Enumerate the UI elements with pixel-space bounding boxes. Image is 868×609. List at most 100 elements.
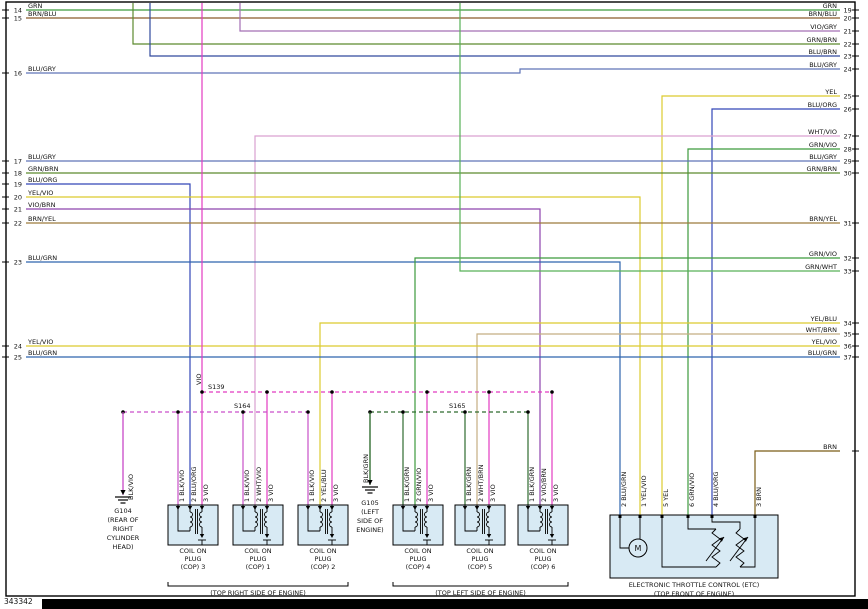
junction-dot <box>200 390 204 394</box>
coil-pin-label: 3 VIO <box>332 484 340 502</box>
wire-color-label: BLU/GRN <box>28 254 57 262</box>
wire-color-label: GRN/VIO <box>809 250 837 258</box>
coil-pin-label: 3 VIO <box>202 484 210 502</box>
wire-color-label: GRN <box>823 2 838 10</box>
motor-symbol <box>628 538 648 558</box>
pin-number-right: 28 <box>844 146 852 154</box>
wire-color-label: YEL/VIO <box>811 338 837 346</box>
pin-number-left: 20 <box>14 194 22 202</box>
coil-pin-label: 1 BLK/GRN <box>403 467 411 502</box>
wire-color-label: BRN/BLU <box>808 10 837 18</box>
pin-number-left: 15 <box>14 15 22 23</box>
pin-number-left: 14 <box>14 7 22 15</box>
coil-on-plug <box>297 504 349 546</box>
coil-caption: (COP) 4 <box>406 563 431 571</box>
pin-number-right: 27 <box>844 133 852 141</box>
wire-color-label: BLU/BRN <box>808 48 837 56</box>
coil-pin-label: 2 WHT/VIO <box>255 467 263 502</box>
pin-number-right: 35 <box>844 331 852 339</box>
coil-caption: (COP) 2 <box>311 563 336 571</box>
etc-caption: ELECTRONIC THROTTLE CONTROL (ETC) <box>629 581 760 589</box>
wire-whtvio-27 <box>254 135 840 505</box>
etc-pin-label: 1 YEL/VIO <box>640 475 648 507</box>
pin-number-right: 30 <box>844 170 852 178</box>
pin-number-right: 32 <box>844 255 852 263</box>
pin-number-right: 26 <box>844 106 852 114</box>
wire-viobrn-21 <box>26 208 541 505</box>
wire-color-label: GRN/BRN <box>807 165 838 173</box>
coil-caption: PLUG <box>249 555 266 563</box>
pin-number-right: 34 <box>844 320 852 328</box>
pin-number-left: 23 <box>14 259 22 267</box>
coil-pin-label: 2 VIO/BRN <box>540 468 548 502</box>
junction-dot <box>265 390 269 394</box>
pin-number-right: 24 <box>844 66 852 74</box>
ground-label: HEAD) <box>113 543 134 551</box>
ground-label: RIGHT <box>113 525 133 533</box>
coil-caption: COIL ON <box>179 547 206 555</box>
wire-color-label-vertical: VIO <box>195 374 203 385</box>
wire-color-label: BRN/YEL <box>28 215 56 223</box>
section-label: (TOP RIGHT SIDE OF ENGINE) <box>210 589 306 597</box>
coil-caption: COIL ON <box>529 547 556 555</box>
coil-caption: (COP) 1 <box>246 563 271 571</box>
pin-number-right: 36 <box>844 343 852 351</box>
wire-grnbrn-22 <box>132 3 840 45</box>
coil-pin-label: 1 BLK/GRN <box>465 467 473 502</box>
pin-number-right: 25 <box>844 93 852 101</box>
ground-label: ENGINE) <box>356 526 383 534</box>
coil-on-plug <box>392 504 444 546</box>
coil-caption: PLUG <box>184 555 201 563</box>
wire-color-label: BRN/YEL <box>809 215 837 223</box>
coil-pin-label: 2 GRN/VIO <box>415 468 423 502</box>
wire-blugry-16-24 <box>26 68 840 74</box>
wire-grnvio-32 <box>414 257 840 505</box>
pin-number-right: 37 <box>844 354 852 362</box>
wire-color-label-vertical: BLK/GRN <box>362 454 370 483</box>
coil-pin-label: 2 WHT/BRN <box>477 464 485 502</box>
junction-dot <box>425 390 429 394</box>
wire-color-label: BLU/ORG <box>28 176 57 184</box>
coil-caption: PLUG <box>409 555 426 563</box>
wire-color-label: GRN/BRN <box>28 165 59 173</box>
coil-on-plug <box>232 504 284 546</box>
junction-dot <box>487 390 491 394</box>
coil-pin-label: 1 BLK/VIO <box>178 470 186 502</box>
coil-caption: PLUG <box>314 555 331 563</box>
pin-number-right: 33 <box>844 268 852 276</box>
pin-number-left: 22 <box>14 220 22 228</box>
coil-on-plug <box>454 504 506 546</box>
wire-blubrn-23 <box>149 3 840 57</box>
wire-color-label: BLU/GRY <box>28 153 56 161</box>
ground-label: CYLINDER <box>107 534 140 542</box>
wire-color-label: BLU/ORG <box>808 101 837 109</box>
wire-color-label: GRN/BRN <box>807 36 838 44</box>
wire-color-label: BLU/GRN <box>808 349 837 357</box>
wire-yelvio-20 <box>26 196 641 515</box>
pin-number-left: 19 <box>14 181 22 189</box>
etc-pin-label: 5 YEL <box>662 489 670 507</box>
coil-caption: (COP) 3 <box>181 563 206 571</box>
coil-pin-label: 3 VIO <box>427 484 435 502</box>
wire-brn-etc <box>754 450 840 515</box>
wire-color-label: YEL <box>824 88 837 96</box>
pin-number-right: 29 <box>844 158 852 166</box>
coil-pin-label: 3 VIO <box>489 484 497 502</box>
bottom-bar <box>42 599 868 609</box>
wire-color-label: GRN/VIO <box>809 141 837 149</box>
coil-pin-label: 1 BLK/VIO <box>308 470 316 502</box>
ground-label: (REAR OF <box>107 516 138 524</box>
coil-caption: COIL ON <box>466 547 493 555</box>
coil-pin-label: 3 VIO <box>552 484 560 502</box>
coil-pin-label: 2 YEL/BLU <box>320 469 328 502</box>
wire-color-label: BLU/GRN <box>28 349 57 357</box>
section-label: (TOP LEFT SIDE OF ENGINE) <box>435 589 526 597</box>
wire-viogry-21 <box>239 3 840 32</box>
wire-whtbrn-35 <box>476 333 840 505</box>
pin-number-right: 22 <box>844 41 852 49</box>
wire-color-label: BRN <box>823 443 837 451</box>
splice-label: S165 <box>449 402 466 410</box>
